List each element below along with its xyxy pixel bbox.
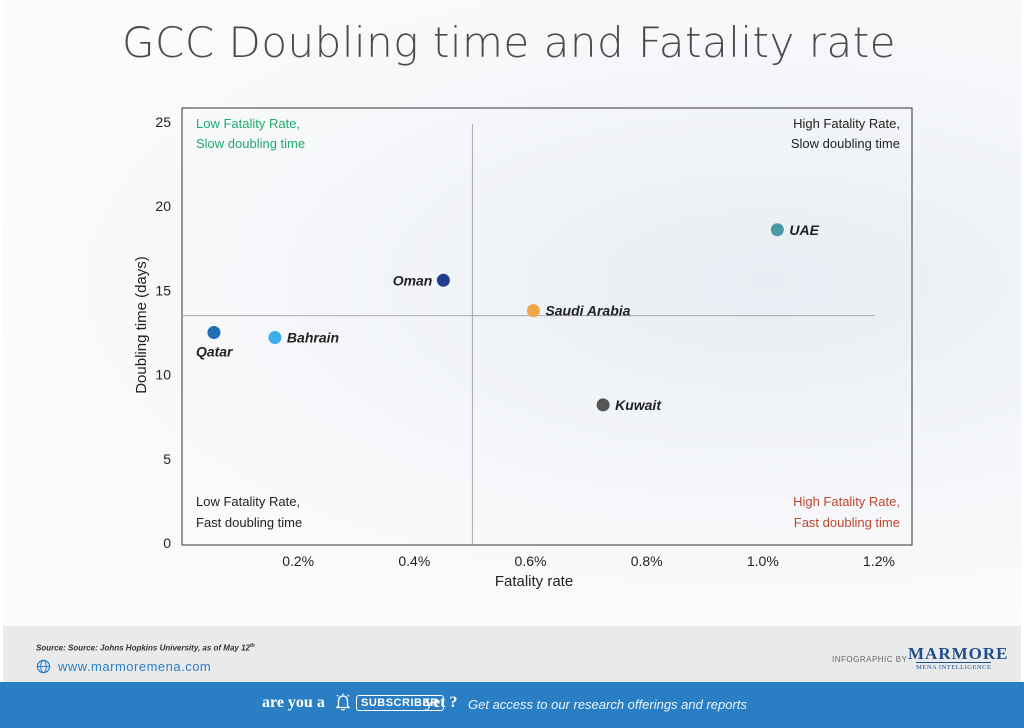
infographic-by-label: INFOGRAPHIC BY [832, 655, 908, 664]
point-uae [770, 223, 784, 237]
x-tick-label: 1.0% [747, 553, 779, 569]
scatter-chart: 0.2% 0.4% 0.6% 0.8% 1.0% 1.2% 0 5 10 15 20 25 Fatali… [133, 107, 913, 590]
source-superscript: th [250, 643, 255, 649]
x-tick-label: 1.2% [863, 553, 895, 569]
point-kuwait [596, 398, 610, 412]
point-oman [436, 273, 450, 287]
quadrant-bottom-right-line2: Fast doubling time [794, 515, 900, 530]
website-link[interactable]: www.marmoremena.com [58, 659, 212, 674]
x-tick-label: 0.6% [515, 553, 547, 569]
point-label-bahrain: Bahrain [287, 330, 339, 346]
point-saudi-arabia [526, 304, 540, 318]
y-tick-label: 5 [163, 451, 171, 467]
point-bahrain [268, 331, 282, 345]
banner-are-you: are you a [262, 694, 325, 711]
x-tick-label: 0.2% [282, 553, 314, 569]
chart-area [3, 0, 1021, 626]
globe-icon [36, 659, 51, 674]
x-tick-label: 0.8% [631, 553, 663, 569]
x-axis-label: Fatality rate [495, 573, 573, 590]
marmore-logo: MARMORE [908, 644, 1009, 663]
point-qatar [207, 326, 221, 339]
subscribe-banner[interactable] [0, 682, 1024, 728]
quadrant-top-right-line2: Slow doubling time [791, 136, 900, 151]
point-label-qatar: Qatar [196, 344, 234, 360]
quadrant-bottom-left-line2: Fast doubling time [196, 515, 302, 530]
y-tick-label: 0 [163, 535, 171, 551]
quadrant-top-left-line1: Low Fatality Rate, [196, 116, 300, 131]
subscriber-badge[interactable]: SUBSCRIBER [356, 695, 444, 711]
marmore-logo-subtitle: MENA INTELLIGENCE [916, 662, 992, 671]
banner-access-text[interactable]: Get access to our research offerings and… [468, 697, 747, 712]
banner-yet: yet ? [425, 694, 458, 711]
x-tick-label: 0.4% [398, 553, 430, 569]
y-axis-label: Doubling time (days) [133, 256, 150, 394]
point-label-saudi-arabia: Saudi Arabia [545, 303, 630, 319]
point-label-oman: Oman [393, 272, 433, 288]
quadrant-top-right-line1: High Fatality Rate, [793, 116, 900, 131]
bell-icon [335, 693, 351, 711]
y-tick-label: 10 [155, 367, 171, 383]
point-label-kuwait: Kuwait [615, 397, 662, 413]
page-title: GCC Doubling time and Fatality rate [121, 18, 897, 67]
quadrant-bottom-left-line1: Low Fatality Rate, [196, 494, 300, 509]
point-label-uae: UAE [789, 222, 819, 238]
quadrant-top-left-line2: Slow doubling time [196, 136, 305, 151]
y-tick-label: 25 [155, 114, 171, 130]
plot-frame [181, 107, 913, 546]
footer [3, 626, 1021, 682]
y-tick-label: 15 [155, 282, 171, 298]
source-note: Source: Source: Johns Hopkins University… [36, 643, 255, 653]
y-tick-label: 20 [155, 198, 171, 214]
quadrant-bottom-right-line1: High Fatality Rate, [793, 494, 900, 509]
